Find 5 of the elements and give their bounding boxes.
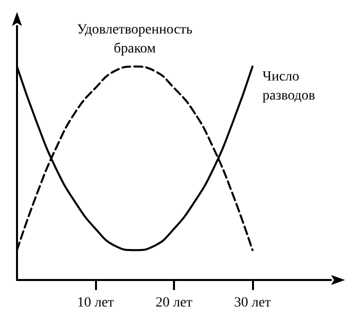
x-tick-label: 30 лет [234, 296, 271, 310]
x-tick-label: 20 лет [156, 296, 192, 310]
series-label: Удовлетворенность браком [76, 22, 193, 57]
series-label: Число разводов [262, 70, 316, 104]
x-tick-label: 10 лет [77, 296, 114, 310]
